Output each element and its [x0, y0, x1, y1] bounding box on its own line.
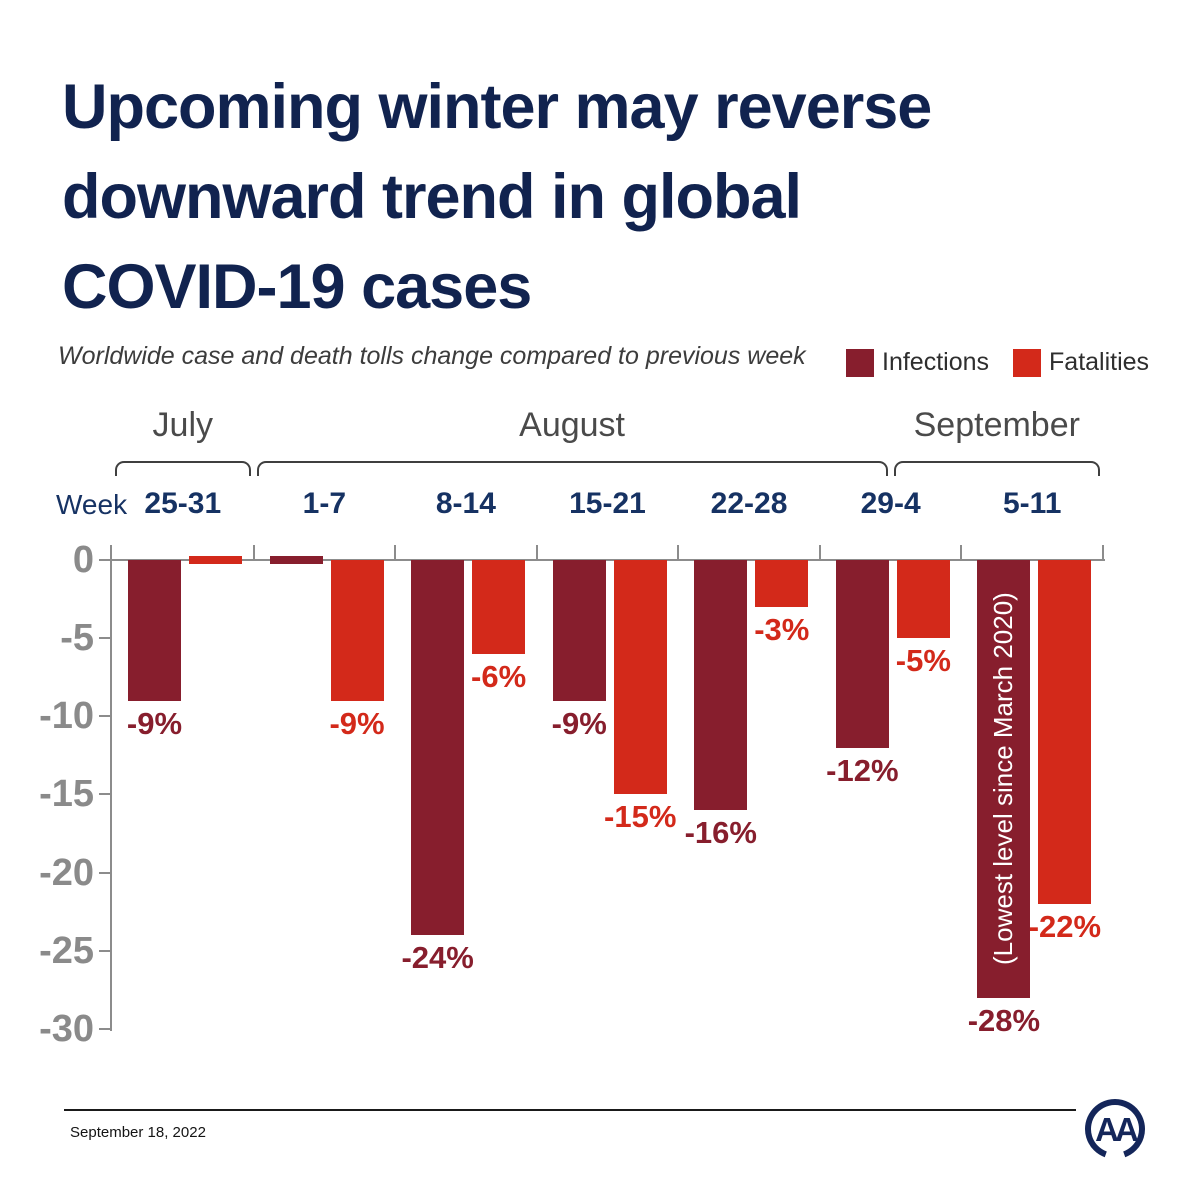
legend: Infections Fatalities	[846, 348, 1149, 377]
bar-fatalities-8-14	[472, 560, 526, 654]
y-axis-tick	[99, 1027, 111, 1030]
group-tick	[394, 545, 397, 560]
month-bracket-july	[115, 461, 251, 476]
bar-fatalities-5-11	[1038, 560, 1092, 904]
bar-value-label-infections-22-28: -16%	[684, 815, 757, 850]
y-axis-tick-label: -15	[39, 773, 94, 816]
aa-logo: AA	[1085, 1099, 1145, 1158]
aa-logo-text: AA	[1095, 1111, 1138, 1148]
bar-fatalities-29-4	[896, 560, 950, 638]
week-label-22-28: 22-28	[710, 487, 788, 520]
bar-value-label-infections-25-31: -9%	[126, 706, 183, 741]
bar-infections-15-21	[552, 560, 606, 701]
bar-annotation: (Lowest level since March 2020)	[988, 592, 1019, 966]
y-axis-tick	[99, 637, 111, 640]
month-bracket-september	[893, 461, 1100, 476]
y-axis-tick	[99, 949, 111, 952]
month-bracket-august	[256, 461, 888, 476]
footer-date: September 18, 2022	[70, 1124, 206, 1141]
week-label-8-14: 8-14	[435, 487, 496, 520]
bar-fatalities-22-28	[755, 560, 809, 607]
month-label-july: July	[152, 406, 214, 444]
bar-infections-1-7	[269, 556, 323, 564]
bar-infections-29-4	[835, 560, 889, 748]
title-line-2: downward trend in global	[62, 162, 802, 232]
y-axis-line	[110, 545, 112, 1031]
bar-value-label-infections-5-11: -28%	[967, 1003, 1041, 1038]
zero-baseline	[110, 559, 1105, 561]
y-axis-tick	[99, 559, 111, 561]
month-label-august: August	[519, 406, 626, 444]
title-line-1: Upcoming winter may reverse	[62, 72, 932, 142]
month-label-september: September	[913, 406, 1080, 444]
bar-value-label-fatalities-5-11: -22%	[1028, 909, 1102, 944]
bar-value-label-infections-15-21: -9%	[551, 706, 607, 741]
page-title: Upcoming winter may reverse downward tre…	[62, 62, 1122, 332]
bar-value-label-fatalities-15-21: -15%	[604, 799, 677, 834]
bar-value-label-infections-29-4: -12%	[826, 753, 899, 788]
group-tick	[1101, 545, 1104, 560]
bar-value-label-infections-8-14: -24%	[401, 940, 474, 975]
bar-infections-25-31	[128, 560, 181, 701]
week-label-1-7: 1-7	[302, 487, 347, 520]
week-label-29-4: 29-4	[860, 487, 921, 520]
bar-fatalities-25-31	[189, 556, 242, 564]
bar-value-label-fatalities-29-4: -5%	[895, 643, 951, 678]
title-line-3: COVID-19 cases	[62, 252, 532, 322]
week-label-25-31: 25-31	[144, 487, 222, 520]
y-axis-tick	[99, 793, 111, 796]
week-axis-title: Week	[56, 489, 128, 520]
week-label-5-11: 5-11	[1002, 487, 1062, 520]
bar-infections-5-11	[977, 560, 1031, 998]
legend-label-fatalities: Fatalities	[1049, 348, 1150, 376]
footer-divider	[64, 1109, 1076, 1111]
group-tick	[535, 545, 538, 560]
y-axis-tick	[99, 715, 111, 718]
legend-swatch-infections	[846, 348, 874, 377]
group-tick	[677, 545, 680, 560]
chart-subtitle: Worldwide case and death tolls change co…	[58, 342, 806, 370]
group-tick	[252, 545, 255, 560]
y-axis-tick-label: -20	[39, 851, 94, 894]
y-axis-tick	[99, 871, 111, 874]
bar-infections-22-28	[694, 560, 748, 810]
bar-fatalities-15-21	[613, 560, 667, 794]
y-axis-tick-label: -25	[39, 929, 94, 972]
y-axis-tick-label: 0	[72, 539, 94, 581]
bar-value-label-fatalities-8-14: -6%	[471, 659, 527, 694]
bar-infections-8-14	[411, 560, 465, 935]
week-label-15-21: 15-21	[569, 487, 646, 520]
legend-swatch-fatalities	[1013, 348, 1042, 377]
bar-value-label-fatalities-1-7: -9%	[329, 706, 385, 741]
y-axis-tick-label: -30	[39, 1007, 94, 1050]
group-tick	[818, 545, 821, 560]
bar-value-label-fatalities-22-28: -3%	[754, 612, 810, 647]
legend-label-infections: Infections	[882, 348, 990, 376]
bar-fatalities-1-7	[330, 560, 384, 701]
y-axis-tick-label: -5	[60, 617, 94, 660]
y-axis-tick-label: -10	[39, 695, 94, 738]
group-tick	[960, 545, 963, 560]
